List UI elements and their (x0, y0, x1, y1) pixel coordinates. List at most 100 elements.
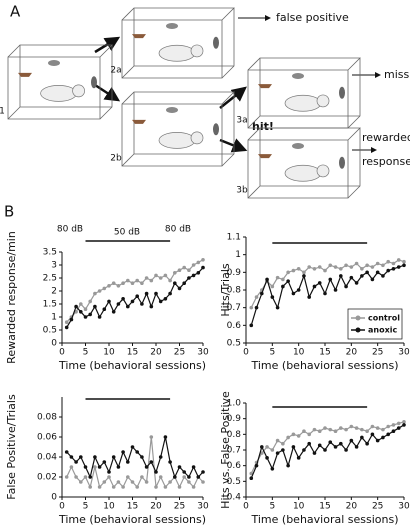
y-tick-label: 0 (51, 493, 57, 503)
y-tick-label: 0.06 (37, 433, 57, 443)
point (291, 268, 296, 273)
point (201, 470, 205, 474)
point (354, 281, 359, 285)
mouse-head (72, 84, 85, 98)
x-tick-label: 0 (243, 348, 249, 358)
point (381, 274, 385, 278)
point (360, 274, 364, 278)
point (291, 291, 296, 296)
point (140, 302, 144, 306)
point (140, 281, 144, 286)
point (154, 470, 158, 474)
speaker (339, 156, 345, 169)
point (275, 438, 280, 443)
point (317, 443, 322, 448)
point (126, 460, 130, 464)
point (270, 448, 275, 452)
y-tick-label: 0.7 (227, 303, 241, 313)
y-tick-label: 1 (235, 250, 241, 260)
point (201, 258, 205, 262)
point (296, 456, 301, 460)
y-tick-label: 0.8 (227, 430, 242, 440)
point (182, 475, 186, 479)
panel-label: B (4, 203, 14, 221)
point (317, 281, 322, 285)
food-dish (18, 72, 32, 77)
point (154, 273, 158, 278)
annotation: 80 dB (57, 225, 83, 235)
food-dish (132, 34, 146, 39)
y-tick-label: 0.08 (37, 413, 57, 423)
y-tick-label: 1 (51, 313, 57, 323)
lamp (292, 143, 304, 149)
point (116, 284, 121, 288)
point (349, 438, 354, 443)
point (328, 440, 333, 444)
point (201, 265, 205, 270)
point (74, 310, 78, 314)
point (154, 291, 158, 296)
legend-box (347, 308, 403, 340)
point (93, 304, 97, 309)
point (396, 421, 401, 426)
point (254, 295, 259, 299)
point (135, 450, 139, 454)
point (121, 485, 125, 489)
mouse-body (158, 44, 196, 62)
outcome-label: miss (384, 68, 410, 81)
point (111, 485, 116, 489)
point (135, 485, 139, 489)
box-label: 2b (110, 154, 122, 164)
x-tick-label: 25 (174, 502, 185, 512)
point (291, 445, 296, 449)
point (74, 460, 78, 464)
point (187, 480, 191, 484)
series-line (66, 436, 204, 490)
legend-marker (355, 315, 361, 321)
y-tick-label: 0.6 (227, 321, 242, 331)
y-tick-label: 1.5 (43, 300, 57, 310)
point (302, 270, 306, 275)
x-tick-label: 15 (127, 502, 138, 512)
food-dish (258, 84, 272, 89)
point (386, 424, 391, 429)
x-tick-label: 30 (197, 348, 209, 358)
series-line (66, 259, 204, 323)
point (83, 307, 88, 312)
point (312, 451, 317, 455)
point (111, 455, 116, 459)
point (126, 278, 130, 283)
point (173, 281, 177, 286)
mouse-head (190, 131, 204, 145)
point (97, 289, 102, 293)
point (275, 275, 280, 280)
point (93, 465, 97, 469)
point (370, 424, 375, 429)
y-tick-label: 1.1 (227, 233, 241, 243)
point (333, 288, 338, 292)
x-tick-label: 10 (103, 502, 115, 512)
point (402, 259, 406, 264)
point (328, 427, 333, 432)
point (191, 263, 196, 267)
y-tick-label: 0.6 (227, 461, 242, 471)
point (158, 276, 163, 280)
point (312, 427, 317, 432)
point (312, 267, 317, 271)
point (402, 263, 406, 268)
point (116, 465, 121, 469)
y-tick-label: 0.04 (37, 453, 57, 463)
annotation: 80 dB (165, 225, 191, 235)
point (158, 455, 163, 459)
x-tick-label: 30 (398, 502, 410, 512)
x-tick-label: 0 (59, 348, 65, 358)
point (344, 448, 348, 452)
speaker (213, 123, 219, 136)
x-axis-label: Time (behavioral sessions) (250, 359, 398, 372)
point (135, 278, 139, 283)
x-tick-label: 20 (150, 502, 162, 512)
lamp (166, 107, 178, 113)
point (323, 268, 327, 273)
point (126, 304, 130, 309)
point (135, 294, 139, 299)
